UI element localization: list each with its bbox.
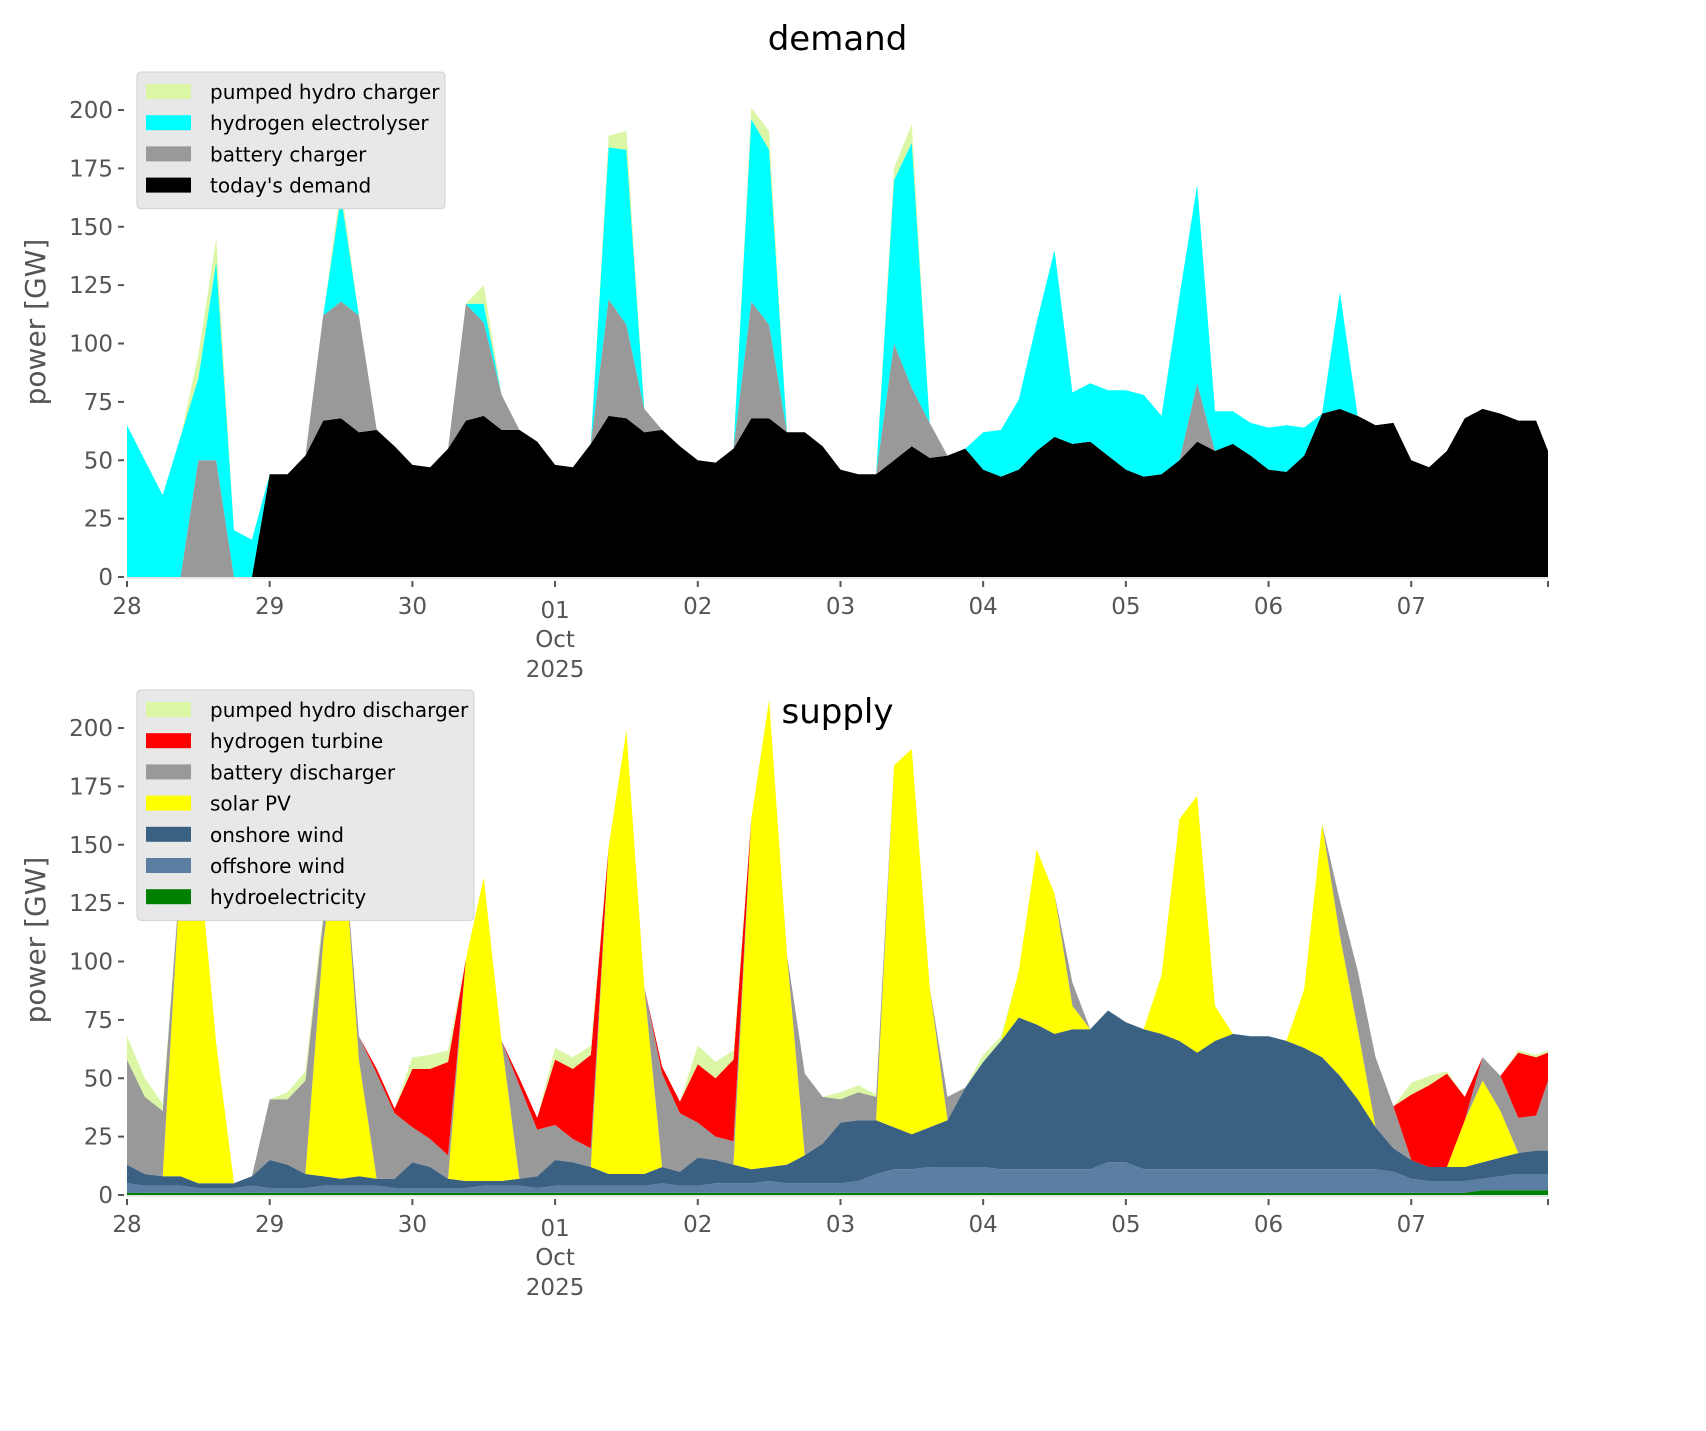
legend-swatch — [146, 889, 191, 905]
legend-swatch — [146, 84, 191, 99]
area-battery-discharger — [127, 700, 1548, 1184]
x-tick-year: 2025 — [526, 657, 585, 683]
x-tick-label: 06 — [1254, 1212, 1283, 1238]
chart-supply: supply 0 25 50 75 100 125 150 175 200 28 29 30 01 Oct 2… — [19, 689, 1549, 1301]
y-tick-label: 100 — [69, 950, 113, 976]
x-tick-label: 05 — [1111, 594, 1140, 620]
y-tick-label: 75 — [84, 390, 113, 416]
legend-box — [136, 689, 475, 921]
area-today-s-demand — [127, 408, 1548, 577]
y-tick-label: 50 — [84, 448, 113, 474]
x-tick-label: 01 — [540, 598, 569, 624]
legend-label: pumped hydro charger — [210, 80, 440, 104]
chart-title: supply — [782, 692, 894, 732]
x-tick-label: 04 — [969, 594, 998, 620]
legend-label: battery discharger — [210, 760, 396, 784]
y-tick-label: 175 — [69, 774, 113, 800]
legend-label: battery charger — [210, 142, 367, 166]
y-axis-label: power [GW] — [19, 857, 52, 1024]
x-tick-label: 28 — [112, 1212, 141, 1238]
x-tick-month: Oct — [535, 1245, 575, 1271]
y-tick-label: 125 — [69, 891, 113, 917]
y-tick-label: 75 — [84, 1008, 113, 1034]
area-hydrogen-electrolyser — [127, 119, 1548, 578]
legend-label: hydrogen turbine — [210, 729, 383, 753]
y-tick-label: 150 — [69, 215, 113, 241]
y-tick-label: 50 — [84, 1066, 113, 1092]
y-tick-label: 200 — [69, 98, 113, 124]
legend-swatch — [146, 702, 191, 717]
legend-swatch — [146, 795, 191, 811]
legend-swatch — [146, 146, 191, 162]
legend-swatch — [146, 733, 191, 749]
x-tick-label: 02 — [683, 1212, 712, 1238]
legend-swatch — [146, 858, 191, 873]
legend-label: offshore wind — [210, 854, 345, 878]
area-hydroelectricity — [127, 1190, 1548, 1195]
x-tick-label: 05 — [1111, 1212, 1140, 1238]
x-tick-label: 28 — [112, 594, 141, 620]
area-hydrogen-turbine — [127, 700, 1548, 1184]
legend: pumped hydro discharger hydrogen turbine b… — [136, 689, 475, 921]
chart-title: demand — [768, 19, 908, 59]
x-tick-label: 29 — [255, 594, 284, 620]
y-tick-label: 200 — [69, 716, 113, 742]
chart-demand: demand 0 25 50 75 100 125 150 175 200 28 29 30 01 Oct 2… — [19, 19, 1549, 683]
x-tick-label: 30 — [398, 1212, 427, 1238]
x-tick-label: 02 — [683, 594, 712, 620]
legend-label: solar PV — [210, 792, 291, 816]
y-tick-label: 175 — [69, 156, 113, 182]
legend-swatch — [146, 764, 191, 780]
legend-swatch — [146, 826, 191, 842]
legend-label: onshore wind — [210, 823, 344, 847]
legend-label: today's demand — [210, 174, 371, 198]
x-tick-label: 30 — [398, 594, 427, 620]
x-tick-year: 2025 — [526, 1275, 585, 1301]
x-tick-label: 07 — [1397, 1212, 1426, 1238]
legend-swatch — [146, 115, 191, 131]
x-tick-label: 04 — [969, 1212, 998, 1238]
y-tick-label: 25 — [84, 507, 113, 533]
x-tick-label: 06 — [1254, 594, 1283, 620]
y-tick-label: 0 — [98, 1183, 113, 1209]
y-tick-label: 125 — [69, 273, 113, 299]
x-tick-label: 29 — [255, 1212, 284, 1238]
area-onshore-wind — [127, 1010, 1548, 1188]
y-tick-label: 150 — [69, 833, 113, 859]
legend-box — [136, 71, 446, 210]
y-tick-label: 25 — [84, 1125, 113, 1151]
y-tick-label: 100 — [69, 332, 113, 358]
x-tick-label: 07 — [1397, 594, 1426, 620]
area-offshore-wind — [127, 1162, 1548, 1193]
area-solar-pv — [127, 700, 1548, 1184]
legend: pumped hydro charger hydrogen electrolyse… — [136, 71, 446, 210]
y-tick-label: 0 — [98, 565, 113, 591]
x-tick-label: 01 — [540, 1216, 569, 1242]
legend-label: hydrogen electrolyser — [210, 111, 429, 135]
y-axis-label: power [GW] — [19, 239, 52, 406]
legend-label: pumped hydro discharger — [210, 698, 469, 722]
x-tick-month: Oct — [535, 627, 575, 653]
legend-swatch — [146, 177, 191, 193]
legend-label: hydroelectricity — [210, 885, 366, 909]
x-tick-label: 03 — [826, 594, 855, 620]
area-battery-charger — [127, 299, 1548, 577]
x-tick-label: 03 — [826, 1212, 855, 1238]
